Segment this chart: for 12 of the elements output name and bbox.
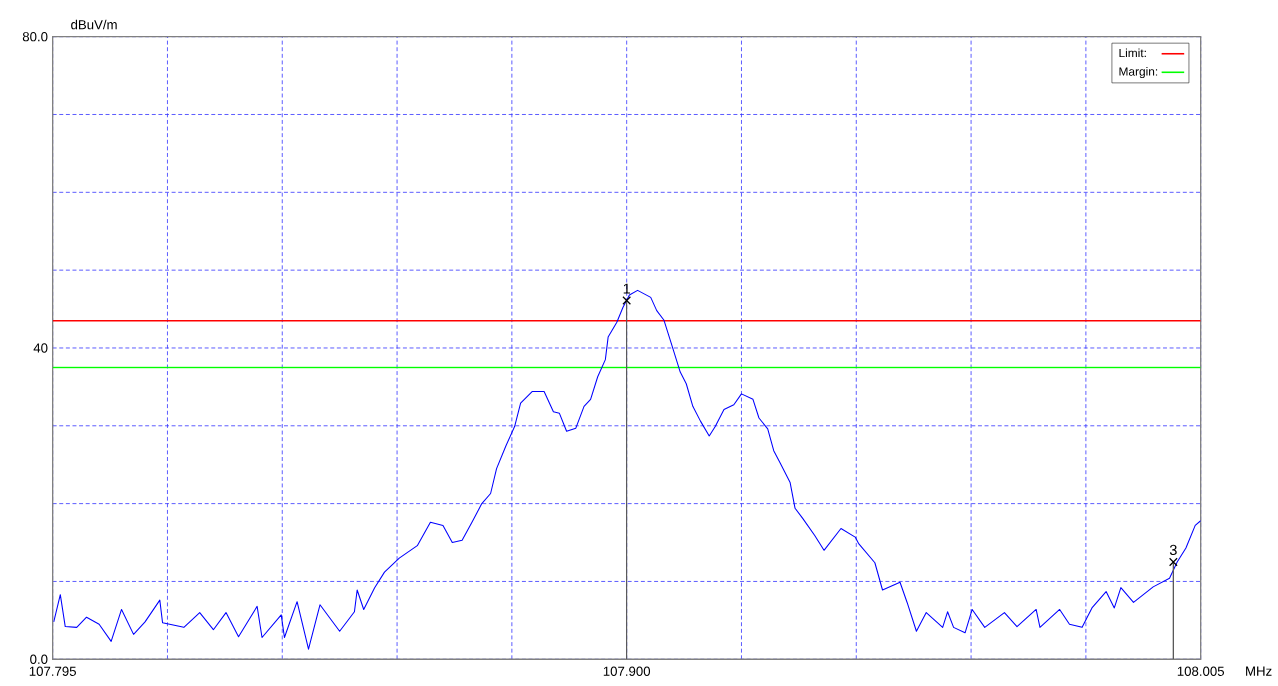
x-tick-label: 107.900 <box>603 666 651 676</box>
legend-label: Limit: <box>1119 48 1146 58</box>
legend-label: Margin: <box>1119 66 1158 79</box>
y-tick-label: 0.0 <box>30 654 48 664</box>
y-tick-label: 40 <box>33 343 48 353</box>
y-axis-title: dBuV/m <box>71 19 117 30</box>
x-tick-label: 108.005 <box>1177 666 1225 676</box>
annotation: 3 <box>1169 544 1177 556</box>
x-tick-label: 107.795 <box>29 666 76 676</box>
annotation: 1 <box>623 283 631 294</box>
y-tick-label: 80.0 <box>22 31 48 42</box>
x-axis-title: MHz <box>1246 666 1272 676</box>
